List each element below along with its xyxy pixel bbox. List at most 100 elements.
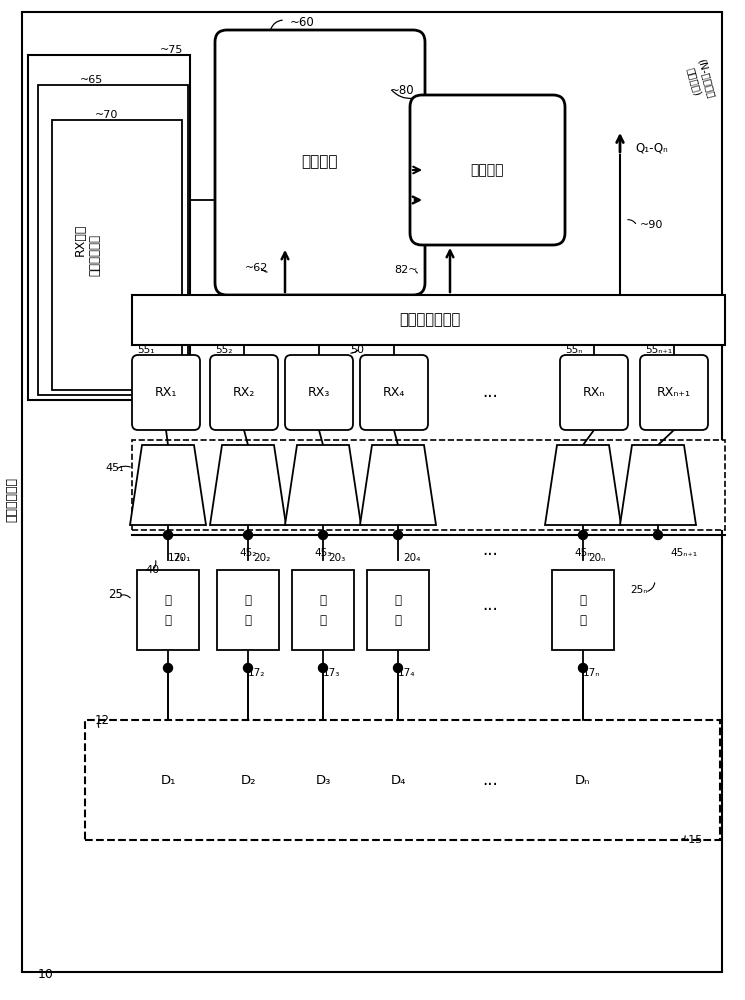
Text: RXₙ₊₁: RXₙ₊₁ [657, 386, 691, 399]
Bar [367, 570, 429, 650]
Bar [132, 295, 725, 345]
Polygon shape [360, 445, 436, 525]
Text: RXₙ: RXₙ [583, 386, 605, 399]
FancyBboxPatch shape [210, 355, 278, 430]
FancyBboxPatch shape [285, 355, 353, 430]
Text: D₃: D₃ [315, 774, 331, 786]
Text: 82~: 82~ [395, 265, 418, 275]
Bar [292, 570, 354, 650]
Text: 端: 端 [244, 613, 252, 626]
Text: 45ₙ: 45ₙ [574, 548, 592, 558]
Text: 40: 40 [145, 565, 159, 575]
Text: 17ₙ: 17ₙ [583, 668, 600, 678]
Bar [28, 55, 190, 400]
Text: 55₂: 55₂ [215, 345, 232, 355]
Text: ...: ... [482, 771, 498, 789]
Text: 45ₙ₊₁: 45ₙ₊₁ [670, 548, 697, 558]
Text: ~70: ~70 [95, 110, 118, 120]
Text: RX₃: RX₃ [308, 386, 330, 399]
Circle shape [393, 664, 402, 672]
Text: Dₙ: Dₙ [575, 774, 591, 786]
Text: 端: 端 [395, 613, 402, 626]
FancyBboxPatch shape [640, 355, 708, 430]
Text: 終: 終 [165, 593, 171, 606]
Text: 端: 端 [580, 613, 586, 626]
Text: 20ₙ: 20ₙ [588, 553, 605, 563]
Text: 17₄: 17₄ [398, 668, 416, 678]
Text: 55ₙ: 55ₙ [565, 345, 583, 355]
Text: D₁: D₁ [160, 774, 176, 786]
Circle shape [319, 530, 328, 540]
Bar [132, 440, 725, 530]
Text: 20₂: 20₂ [253, 553, 270, 563]
Bar [552, 570, 614, 650]
Text: 50: 50 [350, 345, 364, 355]
Text: 输出交换控制: 输出交换控制 [89, 234, 101, 276]
FancyBboxPatch shape [410, 95, 565, 245]
Text: ~62: ~62 [244, 263, 268, 273]
Text: RX配置: RX配置 [74, 224, 86, 256]
Polygon shape [620, 445, 696, 525]
Circle shape [393, 530, 402, 540]
Text: 45₃: 45₃ [314, 548, 332, 558]
Text: 45₁: 45₁ [105, 463, 124, 473]
Text: (N-宽度输出
数据总线): (N-宽度输出 数据总线) [685, 58, 716, 102]
Circle shape [319, 664, 328, 672]
Text: 17₁: 17₁ [168, 553, 186, 563]
Circle shape [653, 530, 662, 540]
Circle shape [579, 664, 588, 672]
Text: D₂: D₂ [240, 774, 256, 786]
Text: 校准逻辑: 校准逻辑 [302, 154, 338, 169]
Circle shape [244, 530, 253, 540]
Text: 17₃: 17₃ [323, 668, 340, 678]
Text: 終: 終 [320, 593, 326, 606]
Text: D₄: D₄ [390, 774, 406, 786]
Circle shape [163, 530, 173, 540]
Text: ~75: ~75 [160, 45, 183, 55]
Text: 20₁: 20₁ [173, 553, 191, 563]
Circle shape [244, 664, 253, 672]
Text: RX₁: RX₁ [155, 386, 177, 399]
Text: 10: 10 [38, 968, 54, 982]
Circle shape [579, 530, 588, 540]
Bar [52, 120, 182, 390]
Text: 20₃: 20₃ [328, 553, 345, 563]
Text: ...: ... [482, 541, 498, 559]
Text: 限幅逻辑: 限幅逻辑 [470, 163, 504, 177]
Polygon shape [285, 445, 361, 525]
Text: 25: 25 [108, 588, 123, 601]
Text: 終: 終 [395, 593, 402, 606]
Text: ~65: ~65 [80, 75, 104, 85]
Text: ~80: ~80 [390, 84, 415, 97]
Text: 55ₙ₊₁: 55ₙ₊₁ [645, 345, 672, 355]
Text: 输入交换控制: 输入交换控制 [5, 478, 19, 522]
Text: 55₁: 55₁ [137, 345, 154, 355]
Bar [217, 570, 279, 650]
Text: 20₄: 20₄ [403, 553, 420, 563]
Polygon shape [545, 445, 621, 525]
Bar [38, 85, 188, 395]
Text: ~90: ~90 [640, 220, 663, 230]
Text: ...: ... [482, 383, 498, 401]
FancyBboxPatch shape [560, 355, 628, 430]
Bar [137, 570, 199, 650]
Text: 端: 端 [165, 613, 171, 626]
Text: ~15: ~15 [680, 835, 703, 845]
Text: ~60: ~60 [290, 15, 314, 28]
Text: 12: 12 [95, 714, 110, 726]
Polygon shape [210, 445, 286, 525]
Text: RX₂: RX₂ [232, 386, 256, 399]
Bar [85, 720, 720, 840]
Circle shape [163, 664, 173, 672]
Text: ...: ... [482, 596, 498, 614]
Text: 接收器阵列总线: 接收器阵列总线 [399, 312, 460, 328]
Text: 17₂: 17₂ [248, 668, 265, 678]
FancyBboxPatch shape [360, 355, 428, 430]
Text: 45₂: 45₂ [239, 548, 257, 558]
Text: 端: 端 [320, 613, 326, 626]
Text: 25ₙ: 25ₙ [630, 585, 647, 595]
Text: Q₁-Qₙ: Q₁-Qₙ [635, 141, 668, 154]
FancyBboxPatch shape [132, 355, 200, 430]
Polygon shape [130, 445, 206, 525]
FancyBboxPatch shape [215, 30, 425, 295]
